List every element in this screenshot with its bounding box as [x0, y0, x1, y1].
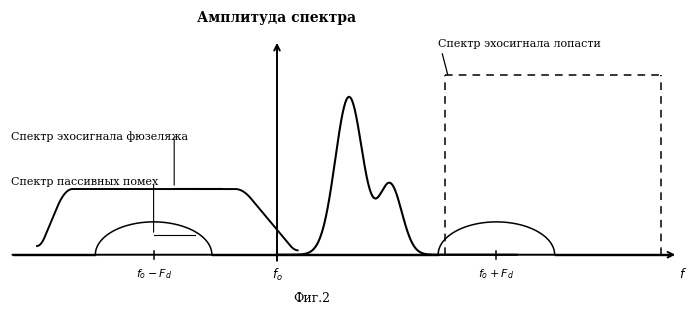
Text: Спектр пассивных помех: Спектр пассивных помех — [11, 177, 158, 188]
Text: $f_o$: $f_o$ — [272, 267, 283, 283]
Text: Амплитуда спектра: Амплитуда спектра — [198, 11, 357, 25]
Text: $f$: $f$ — [679, 267, 687, 281]
Text: Спектр эхосигнала лопасти: Спектр эхосигнала лопасти — [438, 39, 601, 49]
Text: Фиг.2: Фиг.2 — [292, 292, 329, 305]
Text: Спектр эхосигнала фюзеляжа: Спектр эхосигнала фюзеляжа — [11, 131, 188, 142]
Text: $f_o + F_d$: $f_o + F_d$ — [478, 267, 514, 281]
Text: $f_o - F_d$: $f_o - F_d$ — [135, 267, 172, 281]
